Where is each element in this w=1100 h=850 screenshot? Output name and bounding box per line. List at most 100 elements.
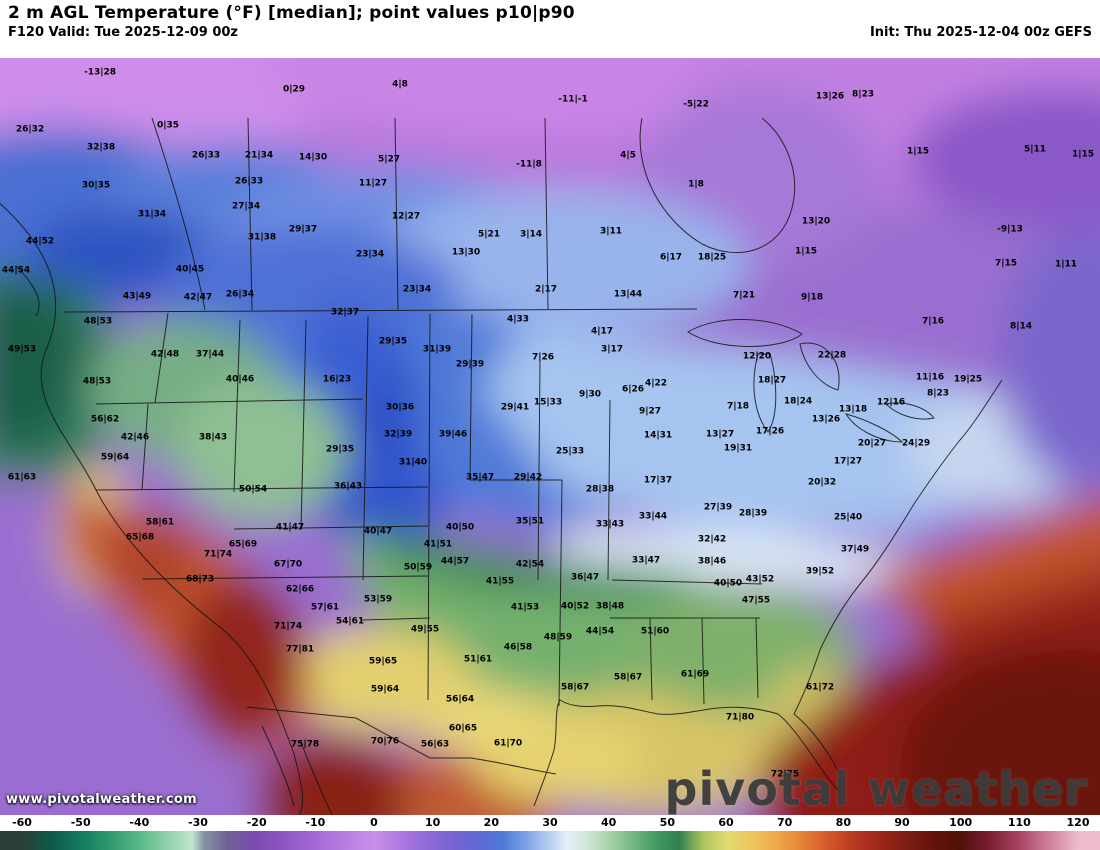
- point-value: 58|67: [613, 672, 643, 683]
- colorbar-tick-label: 80: [835, 816, 851, 829]
- colorbar-tick-label: 70: [777, 816, 793, 829]
- colorbar-ticks: -60 -50 -40 -30 -20 -10 0 10 20 30 40 50 60 70 80 90 100…: [0, 815, 1100, 831]
- point-value: 30|35: [81, 180, 111, 191]
- point-value: 9|18: [800, 292, 824, 303]
- point-value: 61|70: [493, 738, 523, 749]
- point-value: 30|36: [385, 402, 415, 413]
- point-value: -9|13: [997, 224, 1023, 235]
- point-value: 42|47: [183, 292, 213, 303]
- point-value: 14|31: [643, 430, 673, 441]
- colorbar-tick-label: 90: [894, 816, 910, 829]
- colorbar-tick-label: 20: [483, 816, 499, 829]
- colorbar-tick-label: -10: [305, 816, 326, 829]
- point-value: 32|42: [697, 534, 727, 545]
- point-value: 18|25: [697, 252, 727, 263]
- colorbar-tick-label: 120: [1066, 816, 1090, 829]
- colorbar-tick-label: 60: [718, 816, 734, 829]
- point-value: -13|28: [83, 67, 117, 78]
- point-value: 58|67: [560, 682, 590, 693]
- point-value: 41|53: [510, 602, 540, 613]
- point-value: 4|5: [620, 150, 636, 161]
- point-value: 22|28: [817, 350, 847, 361]
- point-value: 37|49: [840, 544, 870, 555]
- point-value: 11|16: [915, 372, 945, 383]
- point-value: 29|37: [288, 224, 318, 235]
- point-value: 43|52: [745, 574, 775, 585]
- point-value: 5|27: [377, 154, 401, 165]
- colorbar-tick-label: 100: [949, 816, 973, 829]
- point-value: 7|26: [531, 352, 555, 363]
- point-value: 49|53: [7, 344, 37, 355]
- point-value: 32|38: [86, 142, 116, 153]
- point-value: 25|33: [555, 446, 585, 457]
- point-value: 14|30: [298, 152, 328, 163]
- watermark-url: www.pivotalweather.com: [6, 792, 197, 807]
- point-value: 1|11: [1054, 259, 1078, 270]
- point-value: 29|41: [500, 402, 530, 413]
- colorbar-tick-label: 110: [1007, 816, 1031, 829]
- temperature-shading: [0, 58, 1100, 815]
- point-value: 65|69: [228, 539, 258, 550]
- point-value: 57|61: [310, 602, 340, 613]
- point-value: 35|51: [515, 516, 545, 527]
- product-title: 2 m AGL Temperature (°F) [median]; point…: [8, 3, 575, 23]
- point-value: 42|48: [150, 349, 180, 360]
- point-value: 50|54: [238, 484, 268, 495]
- point-value: 19|31: [723, 443, 753, 454]
- point-value: 13|26: [815, 91, 845, 102]
- point-value: 38|46: [697, 556, 727, 567]
- point-value: 4|33: [506, 314, 530, 325]
- point-value: 5|21: [477, 229, 501, 240]
- point-value: 20|32: [807, 477, 837, 488]
- point-value: 27|34: [231, 201, 261, 212]
- point-value: 42|46: [120, 432, 150, 443]
- point-value: 40|46: [225, 374, 255, 385]
- point-value: 46|58: [503, 642, 533, 653]
- point-value: 70|76: [370, 736, 400, 747]
- point-value: 17|27: [833, 456, 863, 467]
- point-value: 24|29: [901, 438, 931, 449]
- point-value: 6|17: [659, 252, 683, 263]
- point-value: 17|26: [755, 426, 785, 437]
- point-value: 16|23: [322, 374, 352, 385]
- point-value: 59|64: [100, 452, 130, 463]
- point-value: 7|15: [994, 258, 1018, 269]
- point-value: 31|38: [247, 232, 277, 243]
- watermark-brand: pivotal weather: [664, 762, 1088, 815]
- valid-time-label: F120 Valid: Tue 2025-12-09 00z: [8, 25, 238, 40]
- point-value: 21|34: [244, 150, 274, 161]
- point-value: 1|15: [906, 146, 930, 157]
- header: 2 m AGL Temperature (°F) [median]; point…: [0, 0, 1100, 58]
- point-value: 11|27: [358, 178, 388, 189]
- point-value: 0|35: [156, 120, 180, 131]
- point-value: 33|47: [631, 555, 661, 566]
- point-value: 4|8: [392, 79, 408, 90]
- point-value: 38|43: [198, 432, 228, 443]
- point-value: 26|33: [191, 150, 221, 161]
- point-value: 7|21: [732, 290, 756, 301]
- point-value: 29|39: [455, 359, 485, 370]
- point-value: 18|24: [783, 396, 813, 407]
- point-value: 3|11: [599, 226, 623, 237]
- point-value: 71|80: [725, 712, 755, 723]
- point-value: 60|65: [448, 723, 478, 734]
- point-value: 50|59: [403, 562, 433, 573]
- point-value: 51|60: [640, 626, 670, 637]
- point-value: 12|20: [742, 351, 772, 362]
- point-value: 31|34: [137, 209, 167, 220]
- point-value: 4|22: [644, 378, 668, 389]
- point-value: 44|54: [585, 626, 615, 637]
- point-value: 29|35: [378, 336, 408, 347]
- colorbar-tick-label: 30: [542, 816, 558, 829]
- point-value: 56|63: [420, 739, 450, 750]
- point-value: 44|54: [1, 265, 31, 276]
- point-value: 7|18: [726, 401, 750, 412]
- point-value: 48|53: [83, 316, 113, 327]
- point-value: 77|81: [285, 644, 315, 655]
- point-value: 61|72: [805, 682, 835, 693]
- point-value: 41|51: [423, 539, 453, 550]
- point-value: 20|27: [857, 438, 887, 449]
- point-value: 72|75: [770, 769, 800, 780]
- point-value: 26|32: [15, 124, 45, 135]
- point-value: 26|33: [234, 176, 264, 187]
